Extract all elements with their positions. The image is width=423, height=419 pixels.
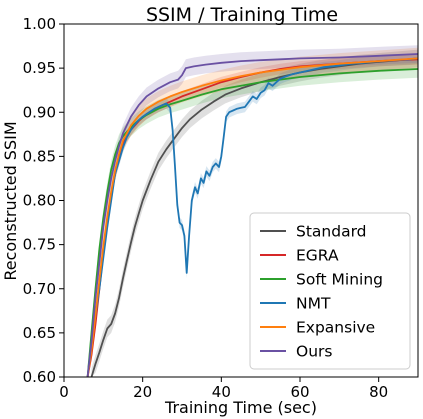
- x-tick-label: 40: [212, 383, 231, 401]
- expansive-line: [86, 57, 418, 377]
- y-tick-label: 0.80: [23, 192, 56, 210]
- legend-label-egra: EGRA: [296, 247, 339, 265]
- y-tick-label: 0.95: [23, 59, 56, 77]
- legend-label-expansive: Expansive: [296, 319, 375, 337]
- legend-box: [249, 212, 411, 370]
- legend-label-nmt: NMT: [296, 295, 331, 313]
- y-tick-label: 0.90: [23, 103, 56, 121]
- y-tick-label: 0.65: [23, 324, 56, 342]
- y-tick-label: 1.00: [23, 15, 56, 33]
- x-tick-label: 0: [59, 383, 69, 401]
- y-axis-ticks: 0.60 0.65 0.70 0.75 0.80 0.85 0.90 0.95 1.00: [23, 15, 64, 386]
- y-tick-label: 0.70: [23, 280, 56, 298]
- series-lines: [86, 53, 418, 377]
- x-tick-label: 60: [290, 383, 309, 401]
- legend-label-standard: Standard: [296, 223, 367, 241]
- y-tick-label: 0.60: [23, 368, 56, 386]
- legend-label-soft-mining: Soft Mining: [296, 271, 383, 289]
- x-axis-ticks: 0 20 40 60 80: [59, 377, 388, 401]
- legend-label-ours: Ours: [296, 343, 332, 361]
- legend: Standard EGRA Soft Mining NMT Expansive Ours: [249, 212, 411, 370]
- y-tick-label: 0.85: [23, 147, 56, 165]
- ours-line: [86, 53, 418, 377]
- y-tick-label: 0.75: [23, 236, 56, 254]
- x-tick-label: 20: [133, 383, 152, 401]
- y-axis-label: Reconstructed SSIM: [1, 121, 20, 280]
- chart-title: SSIM / Training Time: [146, 4, 338, 26]
- x-axis-label: Training Time (sec): [164, 398, 317, 417]
- x-tick-label: 80: [369, 383, 388, 401]
- nmt-line: [86, 57, 418, 377]
